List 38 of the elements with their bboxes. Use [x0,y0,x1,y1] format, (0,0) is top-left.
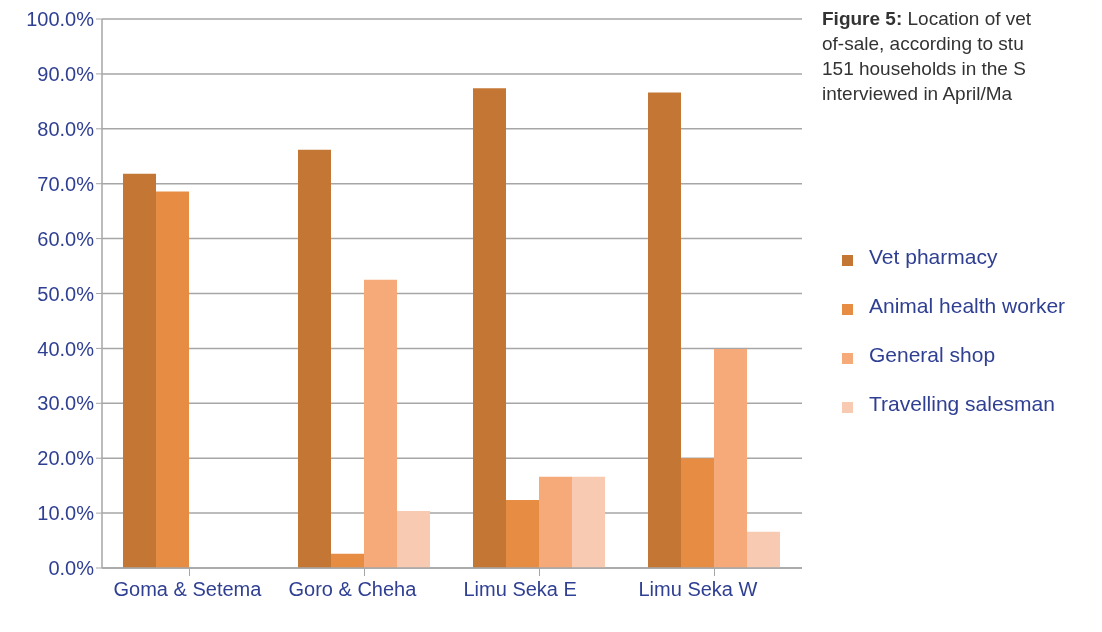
y-tick-label: 10.0% [37,502,95,525]
y-tick-label: 20.0% [37,447,95,470]
text: of-sale, according to stu [822,33,1024,54]
text: interviewed in April/Ma [822,83,1013,104]
y-tick-label: 90.0% [37,63,95,85]
bar [298,149,331,568]
bar [397,510,430,568]
legend-label: Animal health worker [869,293,1066,318]
x-tick-label: Limu Seka W [638,578,758,601]
legend-label: Vet pharmacy [869,244,998,269]
bar [572,476,605,568]
x-tick-label: Goro & Cheha [288,578,418,601]
legend-label: General shop [869,342,996,367]
bar [714,348,747,568]
bar [331,553,364,568]
y-tick-label: 40.0% [37,337,95,360]
y-tick-label: 50.0% [37,282,95,305]
text: Location of vet [907,8,1032,29]
text: 151 households in the S [822,58,1026,79]
bar [648,92,681,568]
y-tick-label: 0.0% [48,557,95,580]
y-tick-label: 80.0% [37,117,95,140]
bar [681,458,714,568]
x-tick-label: Limu Seka E [463,578,577,601]
y-tick-label: 60.0% [37,227,95,250]
bar [473,88,506,568]
bar [506,499,539,568]
bar [747,531,780,568]
legend-label: Travelling salesman [869,391,1055,416]
y-tick-label: 100.0% [26,8,95,31]
x-tick-label: Goma & Setema [113,578,263,601]
y-tick-label: 30.0% [37,392,95,415]
y-tick-label: 70.0% [37,172,95,195]
bar [123,173,156,568]
bar [539,476,572,568]
bar [156,191,189,568]
text: Figure 5: [822,8,904,29]
bar [364,279,397,568]
